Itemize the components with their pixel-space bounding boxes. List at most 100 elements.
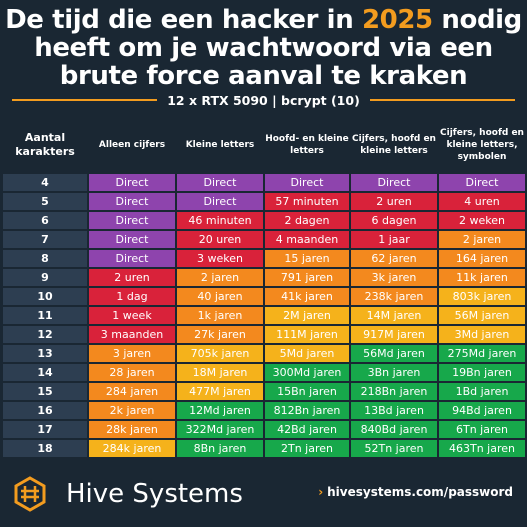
time-cell: Direct <box>265 174 349 191</box>
table-row: 13 3 jaren 705k jaren 5Md jaren 56Md jaren 27… <box>0 345 527 362</box>
table-header: Aantal karakters Alleen cijfers Kleine l… <box>0 118 527 172</box>
time-cell: 1 jaar <box>351 231 437 248</box>
time-cell: 840Bd jaren <box>351 421 437 438</box>
row-length-label: 8 <box>3 250 87 267</box>
website-link[interactable]: › hivesystems.com/password <box>318 485 513 499</box>
table-row: 10 1 dag 40 jaren 41k jaren 238k jaren 803k j… <box>0 288 527 305</box>
table-row: 8 Direct 3 weken 15 jaren 62 jaren 164 jaren <box>0 250 527 267</box>
time-cell: 56Md jaren <box>351 345 437 362</box>
row-length-label: 9 <box>3 269 87 286</box>
row-length-label: 16 <box>3 402 87 419</box>
title-year: 2025 <box>361 5 433 35</box>
time-cell: Direct <box>439 174 525 191</box>
time-cell: 3 maanden <box>89 326 175 343</box>
row-length-label: 11 <box>3 307 87 324</box>
time-cell: 46 minuten <box>177 212 263 229</box>
time-cell: 275Md jaren <box>439 345 525 362</box>
time-cell: 2 dagen <box>265 212 349 229</box>
time-cell: 1k jaren <box>177 307 263 324</box>
table-row: 7 Direct 20 uren 4 maanden 1 jaar 2 jaren <box>0 231 527 248</box>
time-cell: 20 uren <box>177 231 263 248</box>
time-cell: Direct <box>351 174 437 191</box>
column-header-all-symbols: Cijfers, hoofd en kleine letters, symbol… <box>440 128 524 162</box>
time-cell: 477M jaren <box>177 383 263 400</box>
table-row: 14 28 jaren 18M jaren 300Md jaren 3Bn jaren 1… <box>0 364 527 381</box>
time-cell: 6Tn jaren <box>439 421 525 438</box>
time-cell: 62 jaren <box>351 250 437 267</box>
row-length-label: 7 <box>3 231 87 248</box>
time-cell: 2k jaren <box>89 402 175 419</box>
time-cell: 11k jaren <box>439 269 525 286</box>
time-cell: 5Md jaren <box>265 345 349 362</box>
column-header-mixed-case: Hoofd- en kleine letters <box>265 134 349 156</box>
page-title: De tijd die een hacker in 2025 nodig hee… <box>0 6 527 90</box>
time-cell: 15 jaren <box>265 250 349 267</box>
brand-name: Hive Systems <box>66 479 243 509</box>
time-cell: Direct <box>89 174 175 191</box>
time-cell: 463Tn jaren <box>439 440 525 457</box>
time-cell: 4 maanden <box>265 231 349 248</box>
column-header-digits: Alleen cijfers <box>98 140 166 150</box>
time-cell: 28 jaren <box>89 364 175 381</box>
column-header-lowercase: Kleine letters <box>185 140 255 150</box>
time-cell: 14M jaren <box>351 307 437 324</box>
time-cell: 917M jaren <box>351 326 437 343</box>
time-cell: 3Bn jaren <box>351 364 437 381</box>
subtitle-bar: 12 x RTX 5090 | bcrypt (10) <box>12 90 516 110</box>
time-cell: 803k jaren <box>439 288 525 305</box>
time-cell: 284 jaren <box>89 383 175 400</box>
time-cell: 1 dag <box>89 288 175 305</box>
row-length-label: 18 <box>3 440 87 457</box>
time-cell: Direct <box>89 231 175 248</box>
time-cell: 15Bn jaren <box>265 383 349 400</box>
time-cell: 27k jaren <box>177 326 263 343</box>
row-length-label: 10 <box>3 288 87 305</box>
time-cell: 238k jaren <box>351 288 437 305</box>
time-cell: 705k jaren <box>177 345 263 362</box>
table-row: 12 3 maanden 27k jaren 111M jaren 917M jaren… <box>0 326 527 343</box>
time-cell: 13Bd jaren <box>351 402 437 419</box>
subtitle: 12 x RTX 5090 | bcrypt (10) <box>167 92 360 108</box>
time-cell: 3Md jaren <box>439 326 525 343</box>
time-cell: Direct <box>177 174 263 191</box>
time-cell: 8Bn jaren <box>177 440 263 457</box>
row-length-label: 15 <box>3 383 87 400</box>
time-cell: 52Tn jaren <box>351 440 437 457</box>
row-length-label: 5 <box>3 193 87 210</box>
time-cell: 2 jaren <box>177 269 263 286</box>
table-row: 16 2k jaren 12Md jaren 812Bn jaren 13Bd jare… <box>0 402 527 419</box>
website-link-text[interactable]: hivesystems.com/password <box>327 485 513 499</box>
time-cell: 812Bn jaren <box>265 402 349 419</box>
time-cell: 218Bn jaren <box>351 383 437 400</box>
row-length-label: 4 <box>3 174 87 191</box>
table-row: 11 1 week 1k jaren 2M jaren 14M jaren 56M jar… <box>0 307 527 324</box>
time-cell: 2 weken <box>439 212 525 229</box>
time-cell: 2 uren <box>89 269 175 286</box>
time-cell: 4 uren <box>439 193 525 210</box>
table-row: 17 28k jaren 322Md jaren 42Bd jaren 840Bd ja… <box>0 421 527 438</box>
column-header-alphanumeric: Cijfers, hoofd en kleine letters <box>352 134 436 156</box>
table-row: 6 Direct 46 minuten 2 dagen 6 dagen 2 weken <box>0 212 527 229</box>
footer: Hive Systems › hivesystems.com/password <box>0 462 527 527</box>
time-cell: 791 jaren <box>265 269 349 286</box>
time-cell: 41k jaren <box>265 288 349 305</box>
hive-logo-icon <box>14 476 46 512</box>
column-header-length: Aantal karakters <box>15 131 75 158</box>
time-cell: Direct <box>89 212 175 229</box>
row-length-label: 13 <box>3 345 87 362</box>
time-cell: 2M jaren <box>265 307 349 324</box>
time-cell: 40 jaren <box>177 288 263 305</box>
table-row: 15 284 jaren 477M jaren 15Bn jaren 218Bn jar… <box>0 383 527 400</box>
time-cell: 300Md jaren <box>265 364 349 381</box>
time-cell: 3k jaren <box>351 269 437 286</box>
time-cell: 94Bd jaren <box>439 402 525 419</box>
time-cell: 2 uren <box>351 193 437 210</box>
time-cell: 28k jaren <box>89 421 175 438</box>
time-cell: 2Tn jaren <box>265 440 349 457</box>
title-before: De tijd die een hacker in <box>5 5 362 35</box>
time-cell: 111M jaren <box>265 326 349 343</box>
table-row: 5 Direct Direct 57 minuten 2 uren 4 uren <box>0 193 527 210</box>
chevron-right-icon: › <box>318 485 324 499</box>
row-length-label: 17 <box>3 421 87 438</box>
